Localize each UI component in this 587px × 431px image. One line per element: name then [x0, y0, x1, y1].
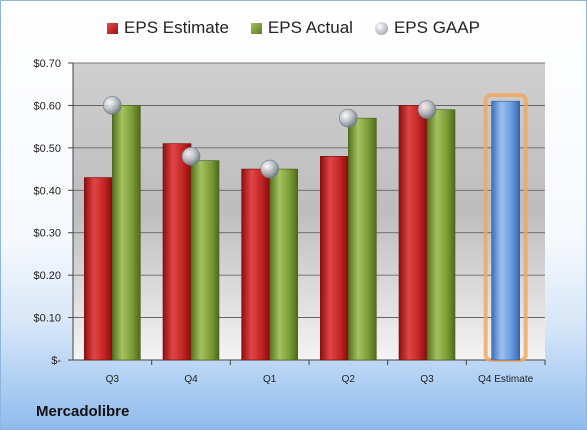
plot-area — [73, 63, 545, 360]
bar-eps-estimate — [241, 168, 270, 361]
bar-eps-q4-estimate — [491, 100, 520, 361]
legend-item-eps-actual: EPS Actual — [250, 18, 353, 38]
bar-eps-actual — [269, 168, 298, 361]
bar-eps-actual — [348, 117, 377, 361]
bar-eps-estimate — [84, 177, 113, 361]
y-tick-label: $0.10 — [33, 313, 61, 325]
bar-eps-estimate — [162, 143, 192, 361]
bar-eps-actual — [426, 109, 456, 361]
y-tick-label: $0.50 — [33, 143, 61, 155]
y-tick-label: $0.30 — [33, 228, 61, 240]
bar-eps-estimate — [398, 105, 428, 361]
x-category-label: Q1 — [263, 374, 277, 385]
marker-eps-gaap — [339, 108, 358, 128]
bar-eps-actual — [112, 105, 141, 361]
marker-eps-gaap — [260, 159, 279, 179]
legend-label-eps-gaap: EPS GAAP — [393, 18, 480, 37]
y-tick-label: $- — [51, 355, 61, 367]
legend-swatch-eps-actual — [250, 22, 262, 34]
x-category-label: Q3 — [420, 374, 434, 385]
legend-item-eps-estimate: EPS Estimate — [107, 18, 229, 38]
x-category-label: Q4 Estimate — [478, 374, 533, 385]
marker-eps-gaap — [103, 96, 122, 115]
legend-label-eps-estimate: EPS Estimate — [124, 18, 229, 37]
marker-eps-gaap — [181, 147, 201, 166]
y-tick-label: $0.40 — [33, 185, 61, 197]
y-tick-label: $0.70 — [33, 58, 61, 70]
legend-label-eps-actual: EPS Actual — [267, 18, 353, 37]
bar-eps-estimate — [320, 156, 349, 361]
company-name: Mercadolibre — [36, 403, 130, 420]
chart-legend: EPS Estimate EPS Actual EPS GAAP — [1, 18, 586, 38]
y-tick-label: $0.60 — [33, 100, 61, 112]
x-category-label: Q3 — [106, 374, 120, 385]
y-tick-label: $0.20 — [33, 270, 61, 282]
legend-swatch-eps-gaap — [374, 21, 388, 35]
legend-swatch-eps-estimate — [107, 22, 119, 34]
x-category-label: Q4 — [184, 374, 198, 385]
marker-eps-gaap — [417, 100, 437, 119]
bar-eps-actual — [190, 160, 220, 361]
x-category-label: Q2 — [342, 374, 356, 385]
legend-item-eps-gaap: EPS GAAP — [374, 18, 480, 38]
